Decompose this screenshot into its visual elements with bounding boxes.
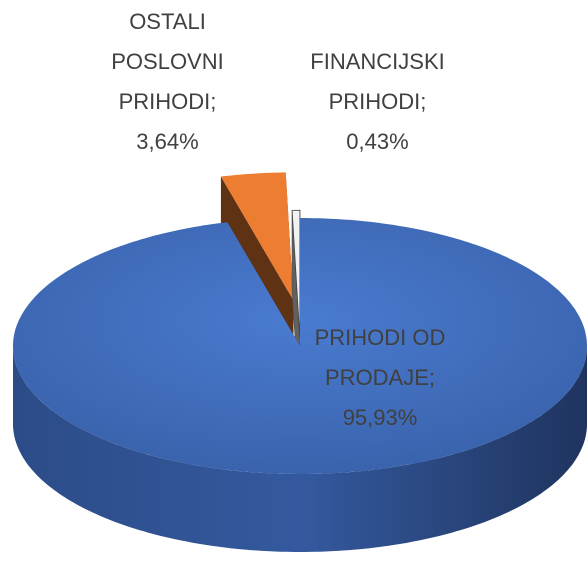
value-label: 3,64% xyxy=(136,129,199,154)
category-label: PRIHODI OD PRODAJE xyxy=(314,325,446,390)
category-label: OSTALI POSLOVNI PRIHODI xyxy=(111,9,224,114)
data-label: FINANCIJSKI PRIHODI; 0,43% xyxy=(300,42,455,162)
separator: ; xyxy=(420,89,427,114)
slice-top xyxy=(13,218,587,474)
separator: ; xyxy=(210,89,217,114)
value-label: 0,43% xyxy=(346,129,409,154)
data-label: OSTALI POSLOVNI PRIHODI; 3,64% xyxy=(95,2,240,162)
category-label: FINANCIJSKI PRIHODI xyxy=(310,49,445,114)
separator: ; xyxy=(428,365,436,390)
value-label: 95,93% xyxy=(342,405,418,430)
slice-top xyxy=(291,209,301,339)
data-label: PRIHODI OD PRODAJE; 95,93% xyxy=(300,318,460,438)
slice-side xyxy=(13,346,587,552)
slice-top xyxy=(220,172,294,301)
pie-slice xyxy=(13,218,587,552)
